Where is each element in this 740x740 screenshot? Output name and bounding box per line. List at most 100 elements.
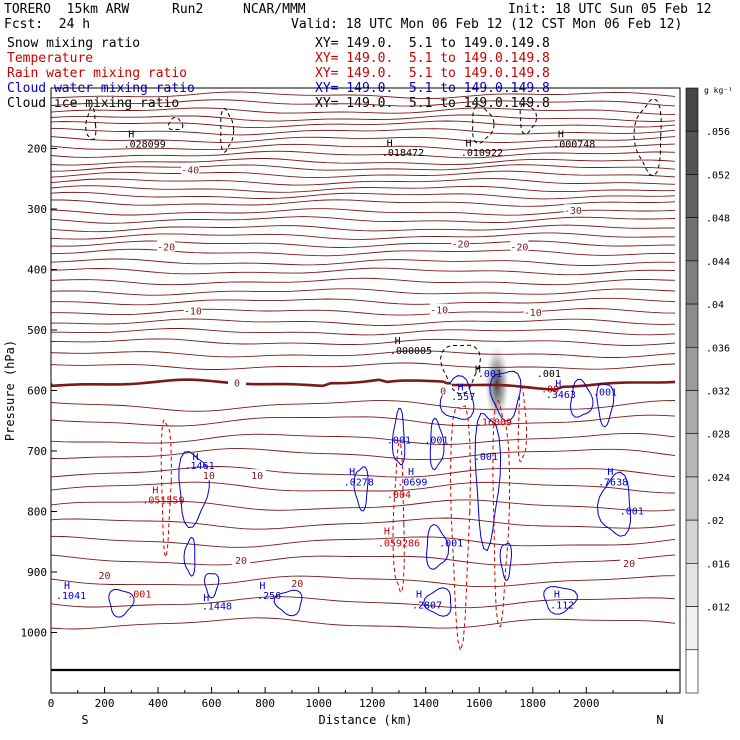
x-tick-label: 2000 xyxy=(573,697,600,710)
maximum-marker: H xyxy=(466,139,472,150)
maximum-value: .112 xyxy=(550,600,574,611)
x-tick-label: 1200 xyxy=(359,697,386,710)
run-label: Run2 xyxy=(172,2,204,17)
legend-label-snow: Snow mixing ratio xyxy=(7,36,141,51)
isotherm-line xyxy=(51,277,676,286)
cloud-water-contour xyxy=(474,412,502,552)
cloud-water-contour xyxy=(439,375,475,420)
rain-water-contour xyxy=(449,405,472,653)
legend-xy-cloud-ice: XY= 149.0. 5.1 to 149.0.149.8 xyxy=(315,96,550,111)
maximum-value: .00 xyxy=(541,384,559,395)
isotherm-line xyxy=(51,535,676,548)
y-tick-label: 500 xyxy=(27,324,47,337)
model-title: TORERO 15km ARW xyxy=(4,2,130,17)
maximum-marker: H xyxy=(558,130,564,141)
maximum-value: .001 xyxy=(537,369,561,380)
isotherm-label-bg xyxy=(183,304,202,316)
y-tick-label: 300 xyxy=(27,203,47,216)
maximum-value: .1461 xyxy=(184,461,214,472)
isotherm-line xyxy=(51,596,676,609)
isotherm-line xyxy=(51,143,676,152)
freezing-level-line xyxy=(51,378,676,392)
isotherm-line xyxy=(51,248,676,257)
cloud-water-contour xyxy=(596,471,632,537)
isotherm-line xyxy=(51,554,676,566)
isotherm-line xyxy=(51,191,676,200)
maximum-value: .1041 xyxy=(56,591,86,602)
isotherm-line xyxy=(51,91,676,100)
isotherm-line xyxy=(51,114,676,122)
maximum-value: .256 xyxy=(257,591,281,602)
colorbar-swatch xyxy=(685,346,699,391)
colorbar-tick-label: .044 xyxy=(706,257,730,268)
maximum-value: .0278 xyxy=(344,477,374,488)
south-label: S xyxy=(81,713,88,727)
y-axis-label: Pressure (hPa) xyxy=(3,340,17,441)
isotherm-line xyxy=(51,158,676,166)
isotherm-line xyxy=(51,617,676,630)
isotherm-label: -10 xyxy=(430,305,448,316)
isotherm-label-bg xyxy=(157,240,176,252)
cloud-water-contour xyxy=(108,589,135,618)
init-time: Init: 18 UTC Sun 05 Feb 12 xyxy=(508,2,712,17)
isotherm-label-bg xyxy=(523,305,542,317)
colorbar-tick-label: .048 xyxy=(706,214,730,225)
isotherm-line xyxy=(51,297,676,306)
isotherm-line xyxy=(51,318,676,326)
cloud-water-contour xyxy=(273,589,303,617)
isotherm-label: 20 xyxy=(291,579,303,590)
maximum-marker: H xyxy=(193,452,199,463)
maximum-marker: H xyxy=(203,593,209,604)
y-tick-label: 1000 xyxy=(21,627,48,640)
colorbar-unit: g kg⁻¹ xyxy=(704,86,733,95)
isotherm-line xyxy=(51,107,676,115)
isotherm-line xyxy=(51,240,675,248)
colorbar-tick-label: .052 xyxy=(706,170,730,181)
colorbar-tick-label: .02 xyxy=(706,516,724,527)
colorbar-tick-label: .04 xyxy=(706,300,724,311)
maximum-value: .001 xyxy=(478,369,502,380)
colorbar-tick-label: .056 xyxy=(706,127,730,138)
x-tick-label: 800 xyxy=(255,697,275,710)
colorbar-swatch xyxy=(685,217,699,262)
isotherm-line xyxy=(51,136,676,143)
snow-contour xyxy=(439,344,481,395)
legend-xy-rain: XY= 149.0. 5.1 to 149.0.149.8 xyxy=(315,66,550,81)
colorbar-swatch xyxy=(685,130,699,175)
maximum-value: .000005 xyxy=(390,346,432,357)
cloud-water-contour xyxy=(489,370,522,422)
isotherm-label: 20 xyxy=(235,556,247,567)
rain-water-contour xyxy=(492,400,511,627)
isotherm-label-bg xyxy=(451,237,470,249)
colorbar-swatch xyxy=(685,303,699,348)
isotherm-line xyxy=(51,164,676,172)
maximum-marker: H xyxy=(607,467,613,478)
isotherm-line xyxy=(51,350,676,358)
cloud-water-contour xyxy=(178,450,210,529)
isotherm-label: 20 xyxy=(99,571,111,582)
maximum-marker: H xyxy=(259,581,265,592)
center-label: NCAR/MMM xyxy=(243,2,306,17)
y-tick-label: 800 xyxy=(27,506,47,519)
rain-water-contour xyxy=(517,385,527,463)
isotherm-line xyxy=(51,466,676,478)
x-tick-label: 200 xyxy=(95,697,115,710)
cloud-ice-contour xyxy=(167,116,184,131)
maximum-value: .0699 xyxy=(397,477,427,488)
maximum-value: .2807 xyxy=(412,600,442,611)
cloud-water-contour xyxy=(391,407,406,465)
x-tick-label: 1800 xyxy=(520,697,547,710)
x-tick-label: 0 xyxy=(48,697,55,710)
maximum-marker: H xyxy=(416,589,422,600)
colorbar-swatch xyxy=(685,433,699,478)
maximum-value: .1448 xyxy=(202,602,232,613)
cloud-water-contour xyxy=(543,586,578,615)
maximum-value: .001 xyxy=(387,436,411,447)
isotherm-line xyxy=(51,575,676,588)
isotherm-line xyxy=(51,432,676,445)
isotherm-line xyxy=(51,362,676,370)
cloud-water-contour xyxy=(203,573,220,599)
maximum-value: .001 xyxy=(620,507,644,518)
isotherm-label: 20 xyxy=(623,559,635,570)
